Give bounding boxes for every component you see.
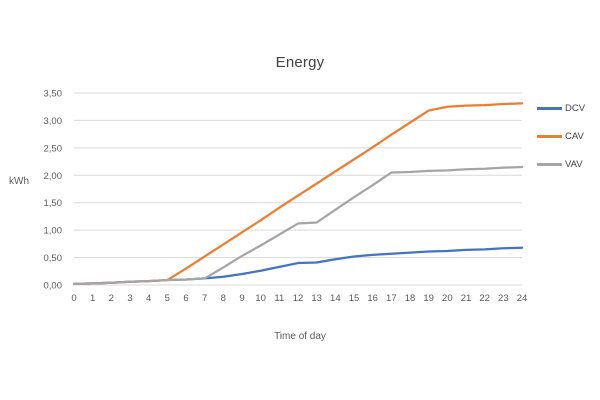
x-axis-tick-label: 11	[274, 293, 284, 304]
y-axis-tick-label: 0,50	[44, 253, 63, 264]
x-axis-tick-label: 8	[221, 293, 226, 304]
y-axis-tick-label: 1,50	[44, 198, 63, 209]
y-axis-title: kWh	[9, 176, 29, 187]
legend-label-dcv: DCV	[565, 103, 586, 114]
x-axis-tick-label: 21	[461, 293, 472, 304]
x-axis-tick-label: 16	[367, 293, 378, 304]
series-line-dcv	[72, 246, 524, 286]
chart-title: Energy	[275, 54, 325, 71]
y-axis-tick-label: 3,50	[44, 89, 63, 100]
x-axis-tick-label: 14	[330, 293, 341, 304]
legend-swatch-cav-line	[537, 135, 562, 138]
x-axis-tick-label: 20	[442, 293, 453, 304]
series-line-cav	[72, 102, 524, 286]
x-axis-tick-label: 13	[311, 293, 322, 304]
x-axis-tick-label: 5	[165, 293, 170, 304]
x-axis-tick-label: 6	[183, 293, 188, 304]
x-axis-tick-label: 3	[127, 293, 132, 304]
x-axis-tick-label: 2	[109, 293, 114, 304]
x-axis-tick-label: 10	[255, 293, 266, 304]
x-axis-title: Time of day	[274, 331, 326, 342]
legend-item-dcv: DCV	[537, 101, 585, 116]
y-axis-tick-label: 2,00	[44, 171, 63, 182]
series-line-vav	[72, 165, 524, 286]
y-axis-tick-label: 2,50	[44, 143, 63, 154]
x-axis-tick-label: 1	[90, 293, 95, 304]
x-axis-tick-label: 9	[239, 293, 244, 304]
x-axis-tick-label: 15	[349, 293, 360, 304]
y-axis-tick-label: 1,00	[44, 226, 63, 237]
legend-label-cav: CAV	[565, 131, 584, 142]
x-axis-tick-label: 18	[405, 293, 416, 304]
x-axis-tick-label: 12	[293, 293, 304, 304]
legend: DCV CAV VAV	[537, 101, 585, 172]
legend-swatch-dcv-line	[537, 107, 562, 110]
x-axis-tick-label: 23	[498, 293, 509, 304]
y-axis-tick-label: 3,00	[44, 116, 63, 127]
y-axis-tick-label: 0,00	[44, 281, 63, 292]
x-axis-tick-label: 24	[517, 293, 528, 304]
legend-label-vav: VAV	[565, 159, 583, 170]
legend-swatch-vav-line	[537, 163, 562, 166]
legend-item-cav: CAV	[537, 129, 585, 144]
x-axis-tick-label: 17	[386, 293, 397, 304]
x-axis-tick-label: 22	[479, 293, 490, 304]
x-axis-tick-label: 7	[202, 293, 207, 304]
x-axis-tick-label: 19	[423, 293, 434, 304]
x-axis-tick-label: 0	[71, 293, 76, 304]
x-axis-tick-label: 4	[146, 293, 151, 304]
legend-item-vav: VAV	[537, 157, 585, 172]
